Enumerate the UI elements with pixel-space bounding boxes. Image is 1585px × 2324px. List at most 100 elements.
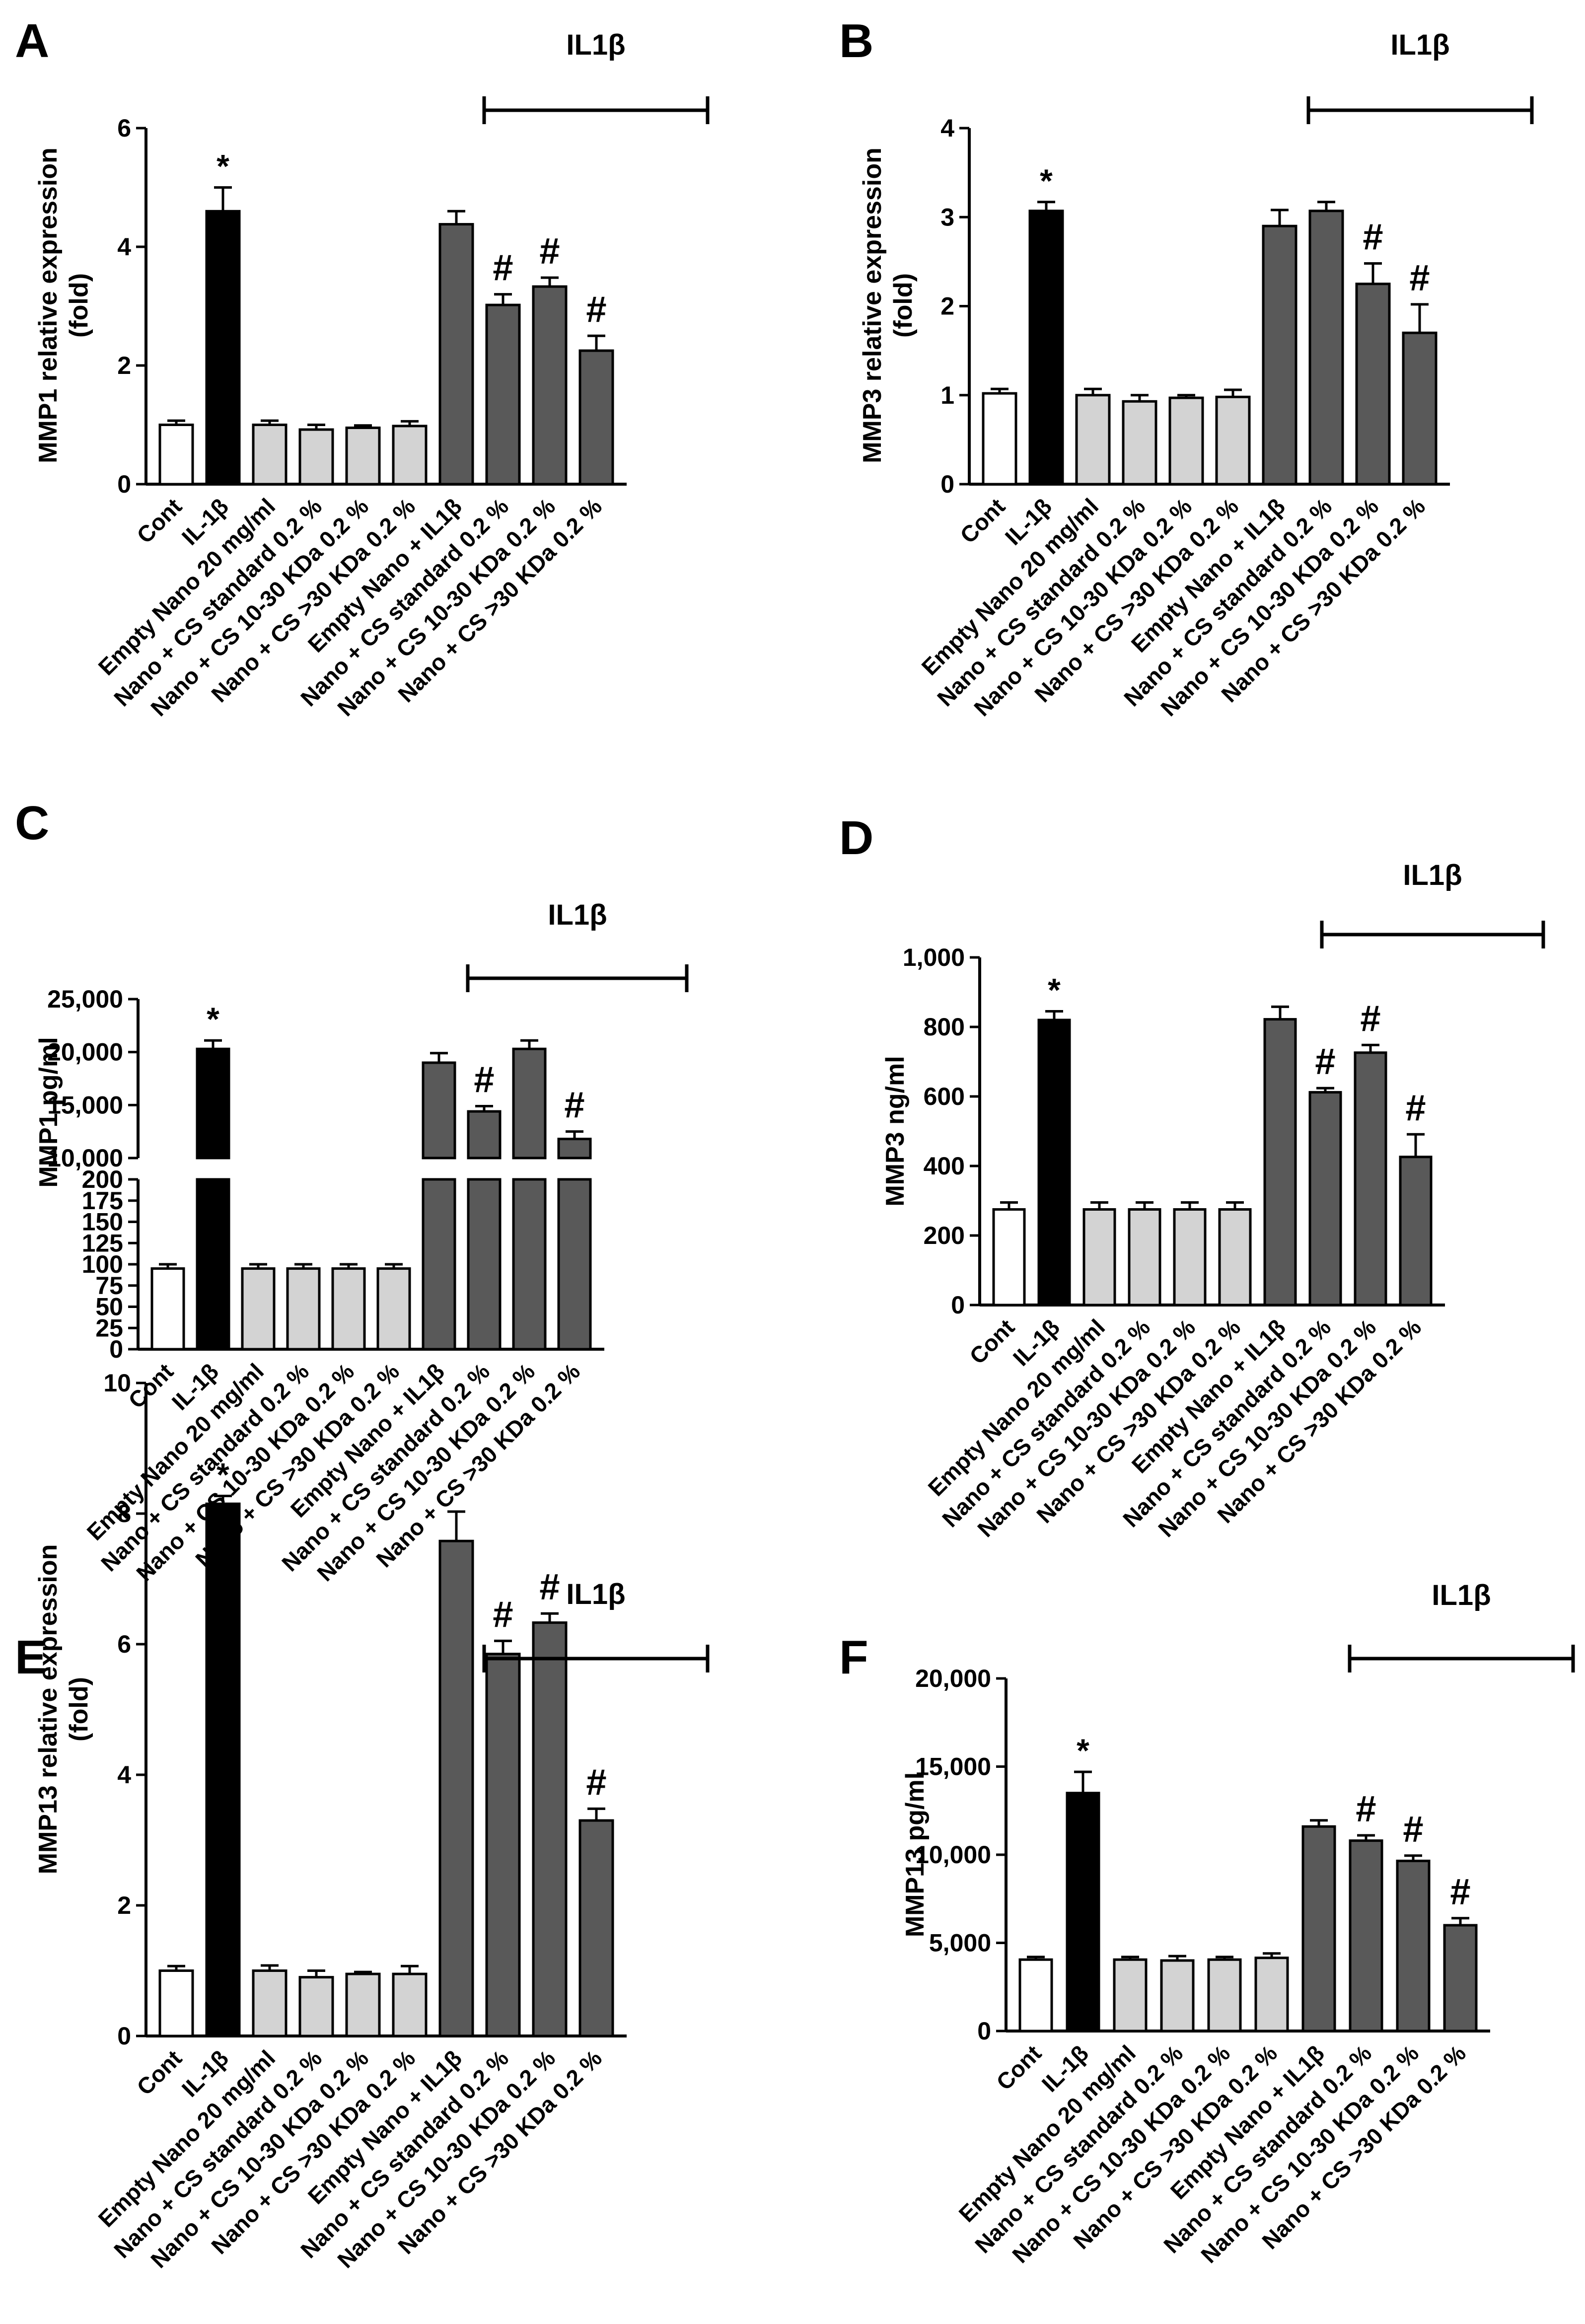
significance-hash: # (586, 1761, 606, 1803)
bar (1082, 1208, 1116, 1307)
panel-a: A 0 2 4 6 MMP1 relative expression (fold) Cont *… (15, 14, 710, 721)
bar (286, 1267, 321, 1351)
y-tick-label: 20,000 (915, 1665, 991, 1692)
significance-hash: # (1356, 1788, 1376, 1829)
significance-hash: # (586, 289, 606, 330)
y-tick-label: 4 (117, 1761, 131, 1789)
bar-lower (467, 1178, 502, 1351)
bar (1349, 1839, 1383, 2033)
bar-lower (512, 1178, 547, 1351)
bar (438, 223, 474, 486)
y-tick-label: 3 (940, 203, 954, 231)
bar (1113, 1958, 1148, 2033)
bar (1218, 1208, 1252, 1307)
category-label: Cont (991, 2040, 1046, 2095)
bar (1402, 331, 1438, 486)
significance-hash: # (1360, 998, 1380, 1039)
y-tick-label: 25 (95, 1314, 123, 1342)
bar (532, 1621, 568, 2037)
bar (252, 424, 288, 486)
bar (1168, 396, 1204, 486)
significance-star: * (1040, 162, 1053, 199)
y-tick-label: 6 (117, 114, 131, 142)
bar (1207, 1958, 1242, 2033)
bar (992, 1208, 1026, 1307)
significance-hash: # (539, 230, 560, 272)
y-axis-label: (fold) (65, 273, 93, 338)
category-label: Cont (132, 493, 187, 548)
y-tick-label: 8 (117, 1500, 131, 1527)
significance-star: * (216, 148, 229, 185)
y-tick-label: 10 (103, 1369, 131, 1397)
y-tick-label: 6 (117, 1630, 131, 1658)
y-tick-label: 10,000 (915, 1841, 991, 1869)
panel-f: F 0 5,000 10,000 15,000 20,000 MMP13 pg/ml Cont… (839, 1579, 1575, 2268)
panel-label: E (15, 1631, 47, 1684)
bar (1308, 210, 1344, 486)
y-tick-label: 0 (117, 470, 131, 498)
panel-label: A (15, 14, 49, 68)
significance-hash: # (1409, 257, 1430, 298)
significance-hash: # (493, 247, 513, 289)
y-tick-label: 15,000 (915, 1753, 991, 1781)
bar (1308, 1091, 1342, 1307)
bar (982, 392, 1017, 486)
y-axis-label: MMP13 relative expression (34, 1544, 63, 1875)
y-tick-label: 25,000 (47, 985, 123, 1013)
y-tick-label: 800 (924, 1013, 965, 1041)
bar (1215, 395, 1251, 486)
y-tick-label: 50 (95, 1293, 123, 1321)
group-label: IL1β (1432, 1579, 1491, 1611)
bar-lower (422, 1178, 456, 1351)
y-tick-label: 175 (82, 1187, 123, 1215)
y-axis-label: MMP1 relative expression (34, 147, 63, 463)
y-tick-label: 200 (82, 1165, 123, 1193)
bar (158, 424, 194, 486)
y-tick-label: 600 (924, 1083, 965, 1110)
bar (578, 1819, 614, 2037)
bar (1301, 1825, 1336, 2033)
bar (1075, 394, 1111, 486)
significance-star: * (207, 1001, 219, 1037)
y-axis-label: MMP3 ng/ml (881, 1056, 910, 1206)
y-tick-label: 15,000 (47, 1091, 123, 1119)
y-axis-label: (fold) (889, 273, 918, 338)
significance-hash: # (474, 1059, 494, 1100)
y-tick-label: 400 (924, 1152, 965, 1180)
y-tick-label: 4 (940, 114, 954, 142)
category-label: Cont (123, 1358, 178, 1413)
y-tick-label: 2 (117, 1891, 131, 1919)
bar-upper (512, 1047, 547, 1160)
category-label: Cont (132, 2045, 187, 2100)
panel-label: B (839, 14, 873, 68)
y-tick-label: 1,000 (903, 944, 965, 971)
bar (1262, 224, 1297, 486)
bar (485, 303, 521, 486)
significance-star: * (1077, 1732, 1089, 1769)
y-axis-label: MMP3 relative expression (858, 147, 887, 463)
bar (158, 1969, 194, 2037)
y-tick-label: 2 (940, 292, 954, 320)
y-tick-label: 10,000 (47, 1144, 123, 1172)
bar-upper (422, 1061, 456, 1160)
bar (1354, 1051, 1387, 1307)
y-tick-label: 1 (940, 381, 954, 409)
bar (1160, 1959, 1195, 2033)
significance-hash: # (1450, 1871, 1470, 1912)
bar (485, 1653, 521, 2037)
y-tick-label: 125 (82, 1229, 123, 1257)
group-label: IL1β (548, 899, 607, 931)
bar (205, 1502, 241, 2037)
y-axis-label: MMP1 pg/ml (34, 1037, 63, 1187)
bar (1173, 1208, 1207, 1307)
bar (298, 428, 334, 486)
y-tick-label: 0 (977, 2017, 991, 2045)
y-axis-label: MMP13 pg/ml (901, 1772, 930, 1937)
bar (1263, 1018, 1297, 1307)
bar (241, 1267, 276, 1351)
significance-star: * (1048, 972, 1061, 1009)
bar (298, 1976, 334, 2037)
significance-hash: # (539, 1566, 560, 1607)
